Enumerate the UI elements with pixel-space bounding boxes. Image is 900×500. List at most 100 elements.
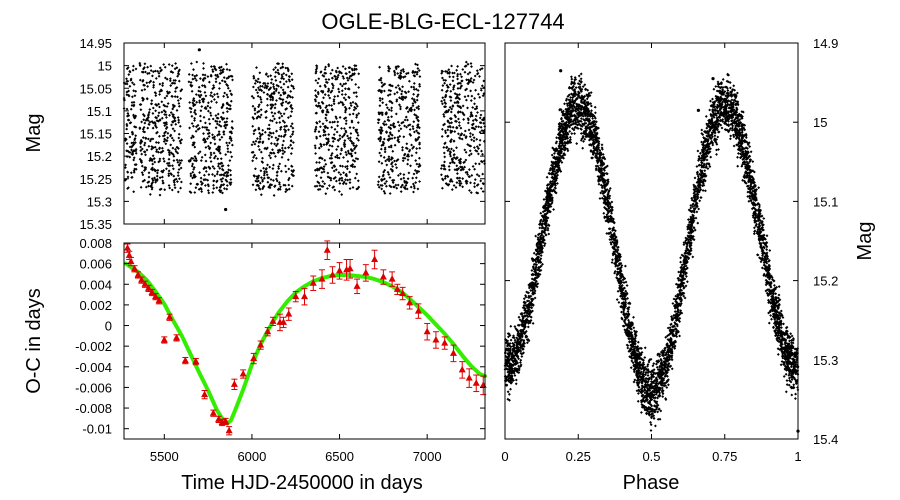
o-c-triangle-marker (406, 298, 414, 306)
o-c-triangle-marker (264, 327, 272, 335)
o-c-data-point (166, 313, 174, 321)
o-c-triangle-marker (166, 313, 174, 320)
o-c-triangle-marker (239, 370, 247, 377)
phased-y-tick-label: 15.4 (813, 432, 838, 447)
o-c-data-point (309, 275, 317, 291)
o-c-triangle-marker (127, 257, 135, 265)
o-c-y-tick-label: -0.01 (82, 422, 112, 437)
o-c-triangle-marker (323, 246, 331, 253)
o-c-data-point (393, 283, 401, 296)
figure-title: OGLE-BLG-ECL-127744 (321, 9, 564, 34)
o-c-panel: 0.008 0.006 0.004 0.002 0 -0.002 -0.004 -0.006 -… (23, 236, 487, 494)
o-c-triangle-marker (336, 266, 344, 274)
o-c-data-point (336, 262, 344, 280)
phased-x-tick-label: 0 (501, 449, 508, 464)
phased-panel: 14.9 15 15.1 15.2 15.3 15.4 0 0.25 0.5 0.75 1 Mag… (501, 36, 876, 494)
o-c-triangle-marker (346, 264, 354, 272)
o-c-data-point (181, 356, 189, 365)
o-c-y-tick-label: 0.008 (79, 236, 112, 251)
o-c-triangle-marker (379, 273, 387, 280)
phased-outlier-point (559, 69, 563, 73)
phased-y-ticks: 14.9 15 15.1 15.2 15.3 15.4 (505, 36, 838, 447)
phased-x-tick-label: 0.75 (712, 449, 737, 464)
o-c-triangle-marker (279, 318, 287, 325)
o-c-triangle-marker (269, 317, 277, 324)
o-c-triangle-marker (423, 327, 431, 335)
o-c-data-point (479, 375, 487, 396)
o-c-y-tick-label: -0.008 (75, 401, 112, 416)
o-c-triangle-marker (285, 310, 293, 317)
light-curve-y-tick-label: 15.15 (79, 127, 112, 142)
o-c-triangle-marker (318, 275, 326, 282)
phased-point-cloud (503, 72, 800, 432)
light-curve-point-cloud (122, 60, 487, 197)
o-c-triangle-marker (192, 357, 200, 365)
light-curve-x-tick-marks (163, 43, 428, 224)
phased-y-tick-label: 15 (813, 115, 827, 130)
light-curve-outlier-point (224, 207, 228, 212)
o-c-data-point (399, 286, 407, 301)
o-c-triangle-marker (225, 426, 233, 434)
light-curve-panel: 14.951515.0515.115.1515.215.2515.315.35 … (23, 36, 487, 232)
o-c-data-point (406, 296, 414, 310)
o-c-triangle-marker (479, 381, 487, 388)
o-c-data-point (465, 368, 473, 388)
o-c-x-tick-label: 5500 (150, 449, 179, 464)
phased-y-tick-label: 15.2 (813, 274, 838, 289)
o-c-data-point (131, 264, 139, 273)
o-c-data-point (414, 303, 422, 319)
o-c-triangle-marker (432, 335, 440, 343)
o-c-y-axis-label: O-C in days (23, 288, 45, 394)
phased-x-tick-label: 0.5 (642, 449, 660, 464)
light-curve-y-tick-label: 15.2 (87, 149, 112, 164)
o-c-data-point (301, 287, 308, 306)
o-c-fit (123, 261, 487, 426)
o-c-x-ticks: 5500 6000 6500 7000 (150, 243, 442, 464)
o-c-triangle-marker (399, 289, 407, 297)
o-c-data-point (230, 378, 238, 390)
o-c-y-tick-label: 0.004 (79, 277, 112, 292)
o-c-triangle-marker (362, 268, 370, 276)
o-c-data-point (323, 240, 331, 261)
o-c-triangle-marker (160, 335, 168, 343)
phased-x-tick-label: 0.25 (566, 449, 591, 464)
light-curve-outlier-point (197, 48, 201, 52)
o-c-data-point (371, 249, 379, 270)
o-c-triangle-marker (125, 251, 133, 258)
o-c-data-point (318, 269, 326, 289)
o-c-data-point (155, 296, 163, 305)
o-c-triangle-marker (250, 354, 258, 362)
o-c-data-point (264, 327, 272, 337)
o-c-triangle-marker (414, 307, 422, 314)
o-c-triangle-marker (472, 379, 480, 386)
o-c-data-point (276, 313, 284, 332)
o-c-data-point (449, 344, 457, 363)
o-c-triangle-marker (124, 244, 132, 251)
o-c-triangle-marker (201, 390, 209, 398)
o-c-data-point (379, 269, 387, 285)
o-c-y-tick-label: 0 (105, 319, 112, 334)
phased-y-axis-label: Mag (854, 222, 876, 261)
o-c-data-point (269, 316, 277, 327)
o-c-triangle-marker (209, 409, 217, 416)
o-c-data-point (458, 361, 466, 379)
o-c-x-tick-label: 6000 (237, 449, 266, 464)
o-c-x-tick-label: 7000 (413, 449, 442, 464)
o-c-triangle-marker (134, 270, 142, 278)
o-c-data-point (209, 409, 217, 417)
o-c-y-tick-label: 0.002 (79, 298, 112, 313)
o-c-triangle-marker (353, 282, 361, 289)
phased-points (503, 69, 800, 433)
o-c-data-point (173, 333, 181, 342)
o-c-data-point (472, 374, 480, 393)
o-c-data-point (222, 417, 230, 426)
o-c-triangle-marker (465, 374, 473, 381)
light-curve-y-tick-label: 15.05 (79, 81, 112, 96)
light-curve-frame (123, 42, 486, 225)
o-c-data-point (441, 336, 449, 350)
o-c-data-point (250, 352, 258, 365)
o-c-data-point (388, 271, 396, 287)
o-c-y-tick-label: -0.006 (75, 380, 112, 395)
o-c-triangle-marker (458, 365, 466, 373)
o-c-y-ticks: 0.008 0.006 0.004 0.002 0 -0.002 -0.004 -0.006 -… (75, 236, 485, 437)
